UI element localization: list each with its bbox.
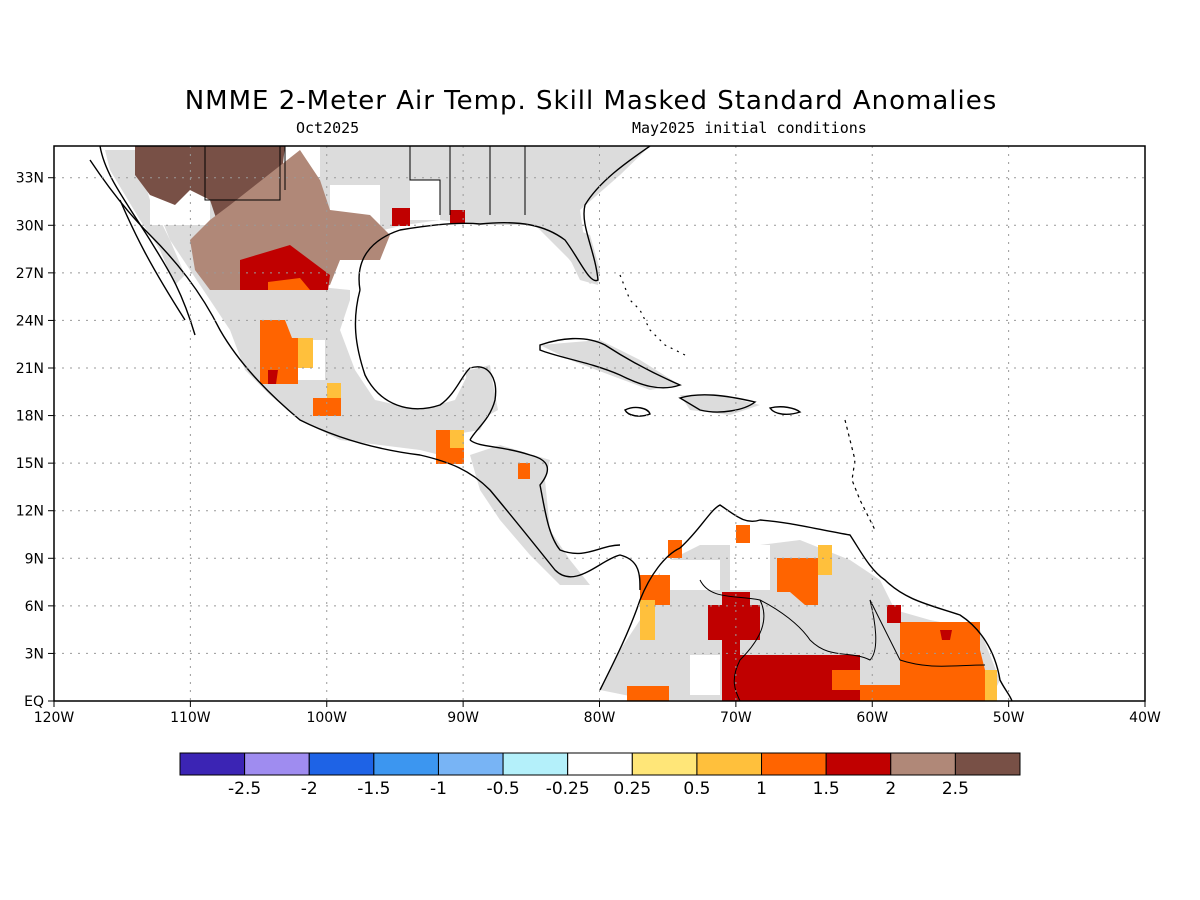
lon-tick-label: 100W bbox=[306, 710, 347, 726]
colorbar-swatch bbox=[179, 752, 246, 776]
mask-yucatan bbox=[465, 368, 498, 420]
lon-tick-label: 60W bbox=[856, 710, 888, 726]
colorbar-label: -1.5 bbox=[357, 779, 390, 799]
lat-tick-label: 6N bbox=[25, 599, 44, 615]
lat-tick-label: 18N bbox=[16, 409, 44, 425]
coastlines-layer bbox=[89, 146, 1013, 701]
anomaly-patch-amazon bbox=[722, 655, 860, 701]
colorbar-swatch bbox=[761, 752, 827, 776]
lat-tick-label: 3N bbox=[25, 646, 44, 662]
lon-tick-label: 80W bbox=[584, 710, 616, 726]
lon-tick-label: 110W bbox=[170, 710, 211, 726]
colorbar-label: -0.25 bbox=[546, 779, 590, 799]
colorbar-swatch bbox=[954, 752, 1021, 776]
lon-tick-label: 120W bbox=[34, 710, 75, 726]
colorbar-label: 2.5 bbox=[942, 779, 969, 799]
gulf-coast bbox=[358, 146, 651, 291]
mask-florida bbox=[565, 225, 600, 285]
colorbar-label: -2 bbox=[301, 779, 318, 799]
valid-month: Oct2025 bbox=[296, 119, 360, 137]
colorbar-swatch bbox=[437, 752, 504, 776]
lon-tick-label: 50W bbox=[993, 710, 1025, 726]
lat-tick-label: 33N bbox=[16, 171, 44, 187]
colorbar-label: 0.25 bbox=[613, 779, 651, 799]
lat-tick-label: 30N bbox=[16, 218, 44, 234]
colorbar-swatch bbox=[502, 752, 569, 776]
colorbar-swatch bbox=[696, 752, 763, 776]
colorbar-label: 0.5 bbox=[683, 779, 710, 799]
colorbar: -2.5 -2 -1.5 -1 -0.5 -0.25 0.25 0.5 1 1.5 2 2.5 bbox=[179, 752, 1021, 799]
colorbar-swatch bbox=[890, 752, 956, 776]
colorbar-swatch bbox=[825, 752, 892, 776]
initial-conditions: May2025 initial conditions bbox=[632, 119, 867, 137]
lat-tick-label: 9N bbox=[25, 551, 44, 567]
colorbar-swatch bbox=[631, 752, 698, 776]
colorbar-swatch bbox=[567, 752, 633, 776]
lon-tick-label: 40W bbox=[1129, 710, 1161, 726]
grid-lines bbox=[54, 146, 1145, 701]
lon-tick-label: 70W bbox=[720, 710, 752, 726]
chart-title: NMME 2-Meter Air Temp. Skill Masked Stan… bbox=[184, 86, 998, 116]
axis-ticks: 120W 110W 100W 90W 80W 70W 60W 50W 40W EQ 3N 6N 9N 12… bbox=[16, 171, 1161, 726]
lat-tick-label: 27N bbox=[16, 266, 44, 282]
anomaly-patch-2-brown bbox=[190, 150, 390, 290]
colorbar-swatch bbox=[308, 752, 375, 776]
lat-tick-label: 24N bbox=[16, 313, 44, 329]
colorbar-label: 1.5 bbox=[813, 779, 840, 799]
colorbar-label: 1 bbox=[756, 779, 767, 799]
mask-cuba bbox=[540, 340, 680, 390]
colorbar-label: 2 bbox=[885, 779, 896, 799]
colorbar-label: -2.5 bbox=[228, 779, 261, 799]
anomaly-layer bbox=[135, 146, 997, 701]
anomaly-patch-2-red-mexico bbox=[240, 245, 330, 290]
colorbar-swatch bbox=[244, 752, 310, 776]
lat-tick-label: 15N bbox=[16, 456, 44, 472]
anomaly-patch-guianas bbox=[860, 622, 995, 701]
lat-tick-label: 21N bbox=[16, 361, 44, 377]
colorbar-label: -0.5 bbox=[486, 779, 519, 799]
anomaly-patch-border-red bbox=[722, 592, 760, 655]
lat-tick-label: EQ bbox=[24, 694, 44, 710]
colorbar-swatch bbox=[373, 752, 439, 776]
colorbar-label: -1 bbox=[430, 779, 447, 799]
lat-tick-label: 12N bbox=[16, 504, 44, 520]
lon-tick-label: 90W bbox=[447, 710, 479, 726]
